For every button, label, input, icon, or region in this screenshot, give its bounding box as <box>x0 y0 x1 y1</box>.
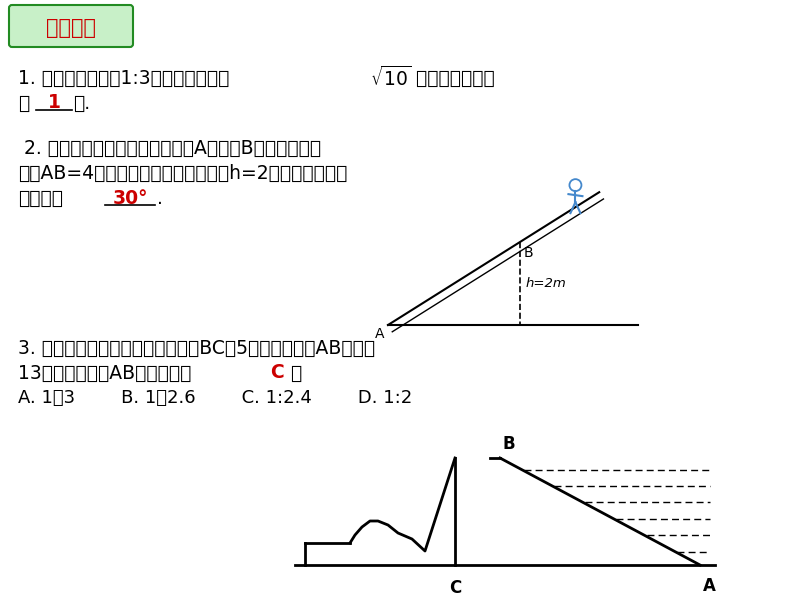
Text: .: . <box>157 188 163 207</box>
Text: B: B <box>502 435 515 453</box>
Text: A: A <box>703 577 716 595</box>
Text: 米，则物体升高: 米，则物体升高 <box>410 69 495 88</box>
Text: 13米，那么斜坡AB的坡度是（: 13米，那么斜坡AB的坡度是（ <box>18 364 203 383</box>
Text: ）: ） <box>285 364 303 383</box>
Text: 2. 如下图，小明爬一土坡，他从A处爬到B处所走的直线: 2. 如下图，小明爬一土坡，他从A处爬到B处所走的直线 <box>18 138 321 157</box>
Text: 的坡角为: 的坡角为 <box>18 188 63 207</box>
Text: h=2m: h=2m <box>526 277 567 290</box>
Text: C: C <box>449 579 461 596</box>
Text: 1: 1 <box>48 94 60 113</box>
Text: B: B <box>524 246 534 260</box>
Text: 3. 如下图，河堤的横断面中，堤高BC是5米，迎水斜坡AB的长为: 3. 如下图，河堤的横断面中，堤高BC是5米，迎水斜坡AB的长为 <box>18 339 375 358</box>
Text: 1. 一物体沿坡度为1:3的山坡向上移动: 1. 一物体沿坡度为1:3的山坡向上移动 <box>18 69 229 88</box>
Text: 距离AB=4米，此时，他离地面高度为h=2米，则这个土坡: 距离AB=4米，此时，他离地面高度为h=2米，则这个土坡 <box>18 163 348 182</box>
Text: A. 1：3        B. 1：2.6        C. 1:2.4        D. 1:2: A. 1：3 B. 1：2.6 C. 1:2.4 D. 1:2 <box>18 389 412 407</box>
Text: $\sqrt{10}$: $\sqrt{10}$ <box>370 66 411 90</box>
Text: 米.: 米. <box>73 94 91 113</box>
Text: C: C <box>270 364 283 383</box>
Text: A: A <box>375 327 384 341</box>
Text: 30°: 30° <box>112 188 148 207</box>
Text: 巩固概念: 巩固概念 <box>46 18 96 38</box>
Text: 了: 了 <box>18 94 29 113</box>
FancyBboxPatch shape <box>9 5 133 47</box>
